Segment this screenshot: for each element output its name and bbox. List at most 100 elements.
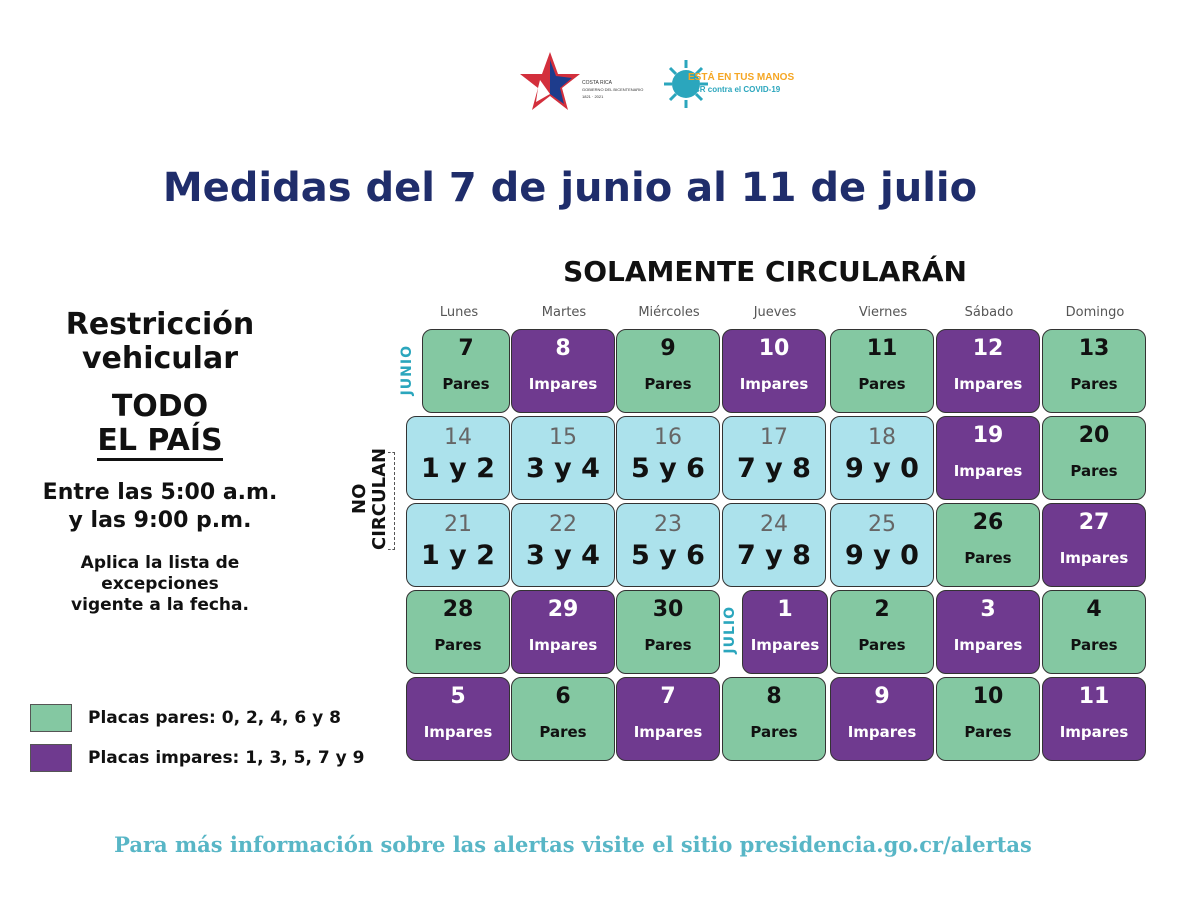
day-number: 20 — [1078, 423, 1110, 448]
weekday-headers: Lunes Martes Miércoles Jueves Viernes Sábado D… — [406, 305, 1154, 325]
calendar-day: 20 Pares — [1042, 416, 1146, 500]
day-number: 7 — [458, 336, 474, 361]
plate-rule: Pares — [434, 636, 482, 654]
gobierno-logo: COSTA RICA GOBIERNO DEL BICENTENARIO 182… — [518, 50, 648, 114]
day-number: 3 — [980, 597, 996, 622]
calendar-day: 5 Impares — [406, 677, 510, 761]
calendar-day: 8 Impares — [511, 329, 615, 413]
calendar-day: 7 Impares — [616, 677, 720, 761]
calendar-day: 21 1 y 2 — [406, 503, 510, 587]
weekday-header: Martes — [541, 305, 587, 320]
weekday-header: Lunes — [439, 305, 479, 320]
plate-rule: Impares — [633, 723, 703, 741]
plate-rule: Impares — [739, 375, 809, 393]
plate-rule: Impares — [1059, 723, 1129, 741]
plate-rule: Impares — [847, 723, 917, 741]
plate-rule: 5 y 6 — [631, 540, 705, 571]
calendar-day: 16 5 y 6 — [616, 416, 720, 500]
day-number: 22 — [549, 512, 577, 537]
restriction-line-1: Restricción — [65, 307, 255, 342]
plate-rule: Pares — [858, 636, 906, 654]
plate-rule: Pares — [442, 375, 490, 393]
calendar-day: 22 3 y 4 — [511, 503, 615, 587]
calendar-day: 1 Impares — [742, 590, 828, 674]
calendar-day: 9 Pares — [616, 329, 720, 413]
plate-rule: 1 y 2 — [421, 540, 495, 571]
plate-rule: Impares — [528, 375, 598, 393]
calendar-day: 26 Pares — [936, 503, 1040, 587]
calendar-day: 14 1 y 2 — [406, 416, 510, 500]
weekday-header: Jueves — [753, 305, 797, 320]
covid-text-2: CR contra el COVID-19 — [694, 85, 781, 94]
calendar-day: 13 Pares — [1042, 329, 1146, 413]
plate-rule: 3 y 4 — [526, 540, 600, 571]
calendar-day: 25 9 y 0 — [830, 503, 934, 587]
plate-rule: Pares — [750, 723, 798, 741]
hours-line-1: Entre las 5:00 a.m. — [42, 480, 278, 505]
weekday-header: Miércoles — [638, 305, 700, 320]
day-number: 30 — [652, 597, 684, 622]
day-number: 14 — [444, 425, 472, 450]
day-number: 28 — [442, 597, 474, 622]
note-line-3: vigente a la fecha. — [71, 595, 249, 615]
plate-rule: Pares — [964, 549, 1012, 567]
plate-rule: Impares — [953, 636, 1023, 654]
calendar-day: 3 Impares — [936, 590, 1040, 674]
gov-text-1: COSTA RICA — [582, 80, 613, 86]
day-number: 13 — [1078, 336, 1110, 361]
calendar-day: 28 Pares — [406, 590, 510, 674]
gov-text-2: GOBIERNO DEL BICENTENARIO — [582, 87, 643, 92]
plate-rule: Pares — [858, 375, 906, 393]
hours-line-2: y las 9:00 p.m. — [68, 508, 252, 533]
scope-line-2: EL PAÍS — [97, 424, 223, 461]
plate-rule: Pares — [1070, 375, 1118, 393]
day-number: 15 — [549, 425, 577, 450]
weekday-header: Sábado — [964, 305, 1014, 320]
legend-even-swatch — [30, 704, 72, 732]
plate-rule: Pares — [644, 636, 692, 654]
calendar-day: 2 Pares — [830, 590, 934, 674]
day-number: 10 — [758, 336, 790, 361]
restriction-line-2: vehicular — [81, 341, 238, 376]
gov-text-3: 1821 · 2021 — [582, 94, 604, 99]
scope-line-1: TODO — [111, 389, 209, 424]
day-number: 29 — [547, 597, 579, 622]
plate-rule: Pares — [644, 375, 692, 393]
day-number: 9 — [874, 684, 890, 709]
legend: Placas pares: 0, 2, 4, 6 y 8 Placas impa… — [30, 698, 390, 778]
calendar-day: 15 3 y 4 — [511, 416, 615, 500]
day-number: 9 — [660, 336, 676, 361]
plate-rule: 7 y 8 — [737, 453, 811, 484]
plate-rule: Impares — [953, 462, 1023, 480]
calendar-day: 10 Pares — [936, 677, 1040, 761]
page-title: Medidas del 7 de junio al 11 de julio — [162, 165, 978, 211]
plate-rule: Pares — [964, 723, 1012, 741]
calendar-day: 11 Pares — [830, 329, 934, 413]
legend-odd: Placas impares: 1, 3, 5, 7 y 9 — [30, 738, 390, 778]
day-number: 16 — [654, 425, 682, 450]
day-number: 21 — [444, 512, 472, 537]
day-number: 27 — [1078, 510, 1110, 535]
plate-rule: Impares — [1059, 549, 1129, 567]
legend-odd-label: Placas impares: 1, 3, 5, 7 y 9 — [88, 748, 365, 768]
plate-rule: Impares — [750, 636, 820, 654]
legend-even: Placas pares: 0, 2, 4, 6 y 8 — [30, 698, 390, 738]
day-number: 12 — [972, 336, 1004, 361]
plate-rule: 7 y 8 — [737, 540, 811, 571]
note-line-1: Aplica la lista de — [80, 553, 240, 573]
month-label-junio: JUNIO — [399, 345, 415, 396]
calendar-day: 30 Pares — [616, 590, 720, 674]
day-number: 1 — [777, 597, 793, 622]
day-number: 11 — [866, 336, 898, 361]
month-label-julio: JULIO — [722, 606, 738, 654]
no-circulan-bracket — [388, 452, 395, 550]
day-number: 7 — [660, 684, 676, 709]
day-number: 8 — [766, 684, 782, 709]
calendar-day: 23 5 y 6 — [616, 503, 720, 587]
plate-rule: 9 y 0 — [845, 540, 919, 571]
calendar-day: 24 7 y 8 — [722, 503, 826, 587]
day-number: 24 — [760, 512, 788, 537]
covid-campaign-logo: ESTÁ EN TUS MANOS CR contra el COVID-19 — [664, 56, 794, 112]
calendar-day: 29 Impares — [511, 590, 615, 674]
plate-rule: Pares — [1070, 462, 1118, 480]
